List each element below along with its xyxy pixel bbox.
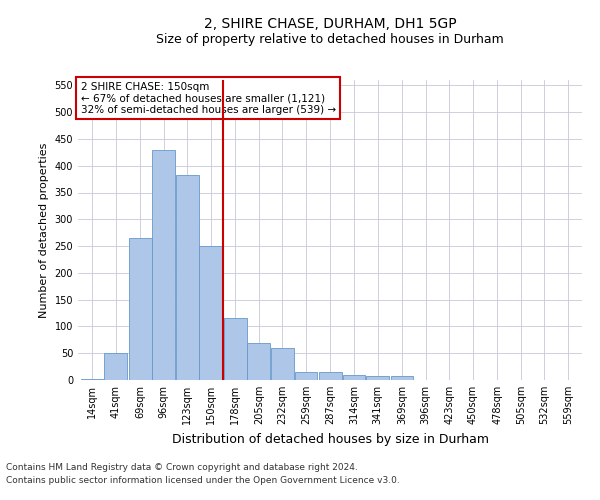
Bar [81,379,104,380]
Bar [224,318,247,380]
Bar [129,238,152,380]
Bar [247,342,270,380]
Text: 2, SHIRE CHASE, DURHAM, DH1 5GP: 2, SHIRE CHASE, DURHAM, DH1 5GP [203,18,457,32]
Text: 2 SHIRE CHASE: 150sqm
← 67% of detached houses are smaller (1,121)
32% of semi-d: 2 SHIRE CHASE: 150sqm ← 67% of detached … [80,82,335,114]
Bar [391,376,413,380]
Bar [295,372,317,380]
Bar [176,175,199,380]
Bar [152,150,175,380]
Bar [319,372,342,380]
Text: Size of property relative to detached houses in Durham: Size of property relative to detached ho… [156,32,504,46]
Y-axis label: Number of detached properties: Number of detached properties [39,142,49,318]
Bar [104,353,127,380]
X-axis label: Distribution of detached houses by size in Durham: Distribution of detached houses by size … [172,432,488,446]
Bar [271,348,294,380]
Bar [199,246,222,380]
Text: Contains HM Land Registry data © Crown copyright and database right 2024.: Contains HM Land Registry data © Crown c… [6,464,358,472]
Text: Contains public sector information licensed under the Open Government Licence v3: Contains public sector information licen… [6,476,400,485]
Bar [366,376,389,380]
Bar [343,374,365,380]
